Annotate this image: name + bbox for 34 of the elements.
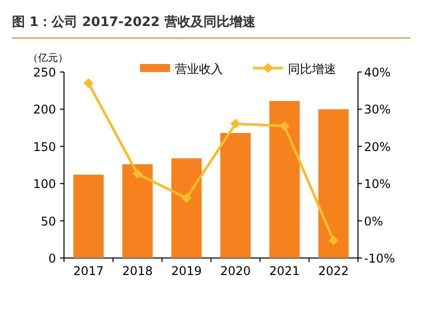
y-tick-label: 100	[33, 177, 56, 192]
point	[230, 118, 240, 129]
x-tick-label: 2017	[73, 264, 104, 278]
x-tick-label: 2019	[171, 264, 202, 278]
y-tick-label: 50	[40, 214, 56, 228]
point	[280, 120, 290, 131]
y2-tick-label: 30%	[364, 102, 391, 117]
chart-title: 图 1：公司 2017-2022 营收及同比增速	[12, 14, 256, 30]
y2-tick-label: -10%	[364, 252, 396, 266]
point	[182, 193, 192, 204]
bar	[220, 133, 251, 258]
y2-tick-label: 20%	[364, 140, 391, 154]
bar	[318, 109, 349, 258]
x-tick-label: 2021	[269, 264, 300, 278]
bar	[122, 164, 153, 258]
x-tick-label: 2018	[122, 264, 153, 278]
y-tick-label: 150	[33, 140, 56, 154]
bar	[269, 101, 300, 258]
y2-tick-label: 0%	[364, 214, 384, 228]
point	[84, 78, 94, 88]
bar	[73, 174, 104, 258]
y-tick-label: 0	[48, 252, 56, 266]
y2-tick-label: 40%	[364, 66, 391, 80]
y2-tick-label: 10%	[364, 177, 391, 192]
legend-label: 营业收入	[175, 62, 223, 76]
legend-label: 同比增速	[288, 62, 336, 76]
bar	[171, 158, 202, 258]
y-axis-title: （亿元）	[28, 53, 68, 64]
y-tick-label: 200	[33, 102, 56, 117]
point	[328, 236, 338, 246]
x-tick-label: 2020	[220, 264, 251, 278]
point	[132, 168, 142, 179]
y-tick-label: 250	[33, 66, 56, 80]
x-tick-label: 2022	[318, 264, 349, 278]
